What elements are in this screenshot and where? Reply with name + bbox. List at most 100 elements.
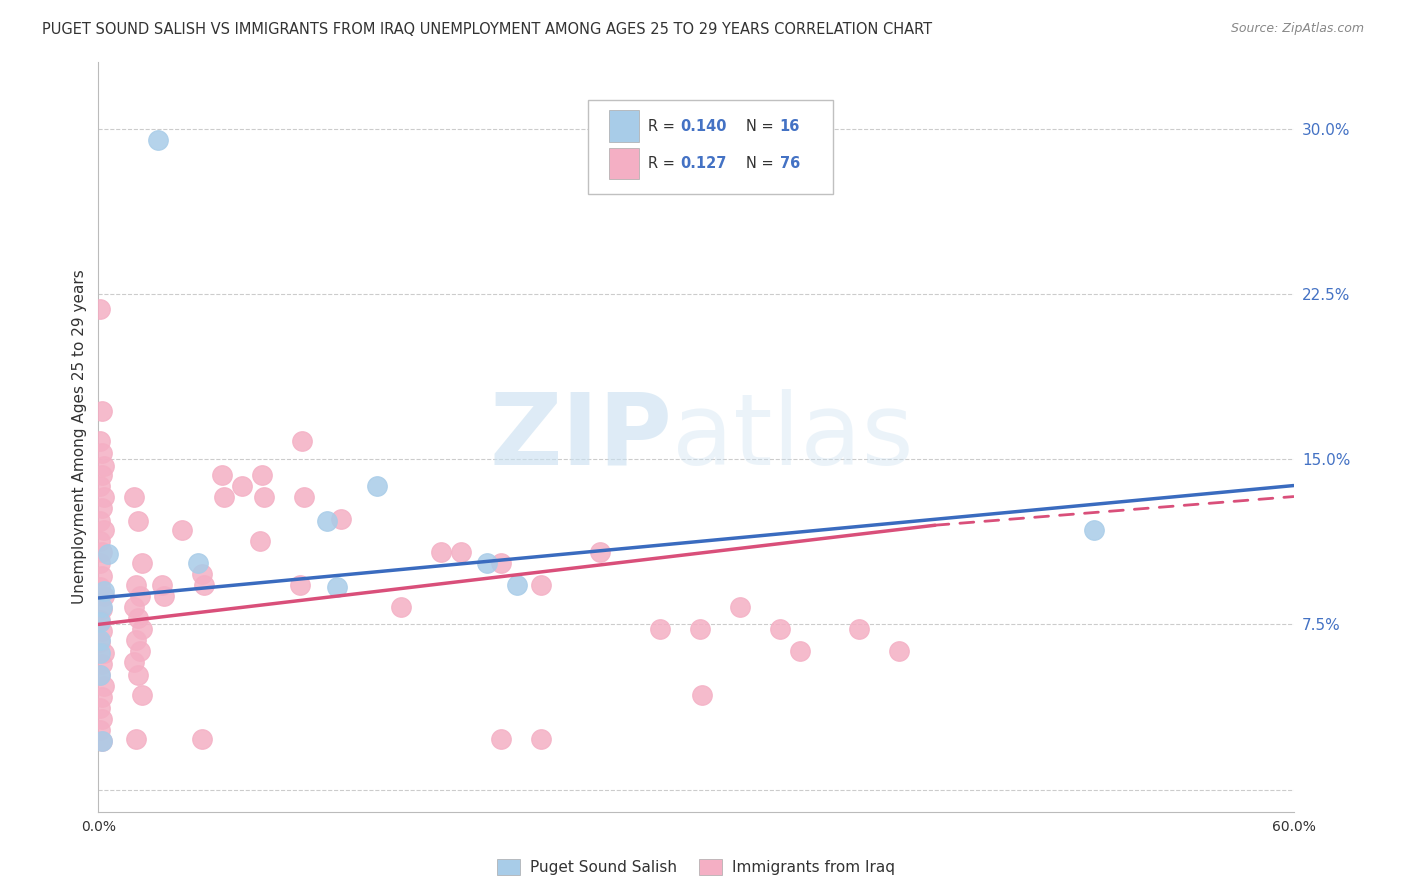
- Point: [89, 434, 111, 449]
- Point: [789, 644, 811, 658]
- Point: [250, 467, 273, 482]
- Point: [249, 533, 271, 548]
- Point: [124, 599, 146, 614]
- Point: [187, 556, 209, 570]
- Point: [129, 644, 152, 658]
- Point: [1083, 523, 1105, 537]
- Text: 0.127: 0.127: [681, 156, 727, 171]
- Point: [389, 599, 412, 614]
- Point: [125, 578, 148, 592]
- Point: [89, 580, 111, 594]
- Point: [689, 622, 711, 636]
- Text: N =: N =: [747, 119, 779, 134]
- Point: [91, 734, 114, 748]
- Text: PUGET SOUND SALISH VS IMMIGRANTS FROM IRAQ UNEMPLOYMENT AMONG AGES 25 TO 29 YEAR: PUGET SOUND SALISH VS IMMIGRANTS FROM IR…: [42, 22, 932, 37]
- Point: [212, 490, 235, 504]
- Point: [728, 599, 751, 614]
- Point: [91, 569, 114, 583]
- Point: [124, 655, 146, 669]
- Point: [330, 511, 353, 525]
- Text: R =: R =: [648, 119, 679, 134]
- Point: [93, 458, 115, 473]
- Point: [231, 478, 253, 492]
- Point: [91, 690, 114, 705]
- Point: [153, 589, 176, 603]
- Point: [366, 478, 388, 492]
- Point: [91, 403, 114, 417]
- Point: [124, 490, 146, 504]
- Point: [131, 688, 153, 702]
- Point: [93, 589, 115, 603]
- Point: [89, 635, 111, 649]
- Text: 76: 76: [780, 156, 800, 171]
- Point: [131, 622, 153, 636]
- Point: [89, 514, 111, 528]
- Point: [127, 611, 149, 625]
- Point: [91, 500, 114, 515]
- Point: [489, 556, 512, 570]
- Point: [172, 523, 194, 537]
- Point: [506, 578, 529, 592]
- Point: [89, 615, 111, 630]
- Point: [489, 731, 512, 746]
- Point: [91, 599, 114, 614]
- Point: [89, 668, 111, 682]
- Point: [211, 467, 233, 482]
- Point: [769, 622, 792, 636]
- Point: [191, 566, 214, 581]
- Point: [93, 523, 115, 537]
- Point: [589, 544, 612, 558]
- Point: [93, 584, 115, 599]
- Text: Source: ZipAtlas.com: Source: ZipAtlas.com: [1230, 22, 1364, 36]
- Text: R =: R =: [648, 156, 679, 171]
- Point: [93, 490, 115, 504]
- Point: [193, 578, 215, 592]
- Point: [129, 589, 152, 603]
- Point: [475, 556, 498, 570]
- Point: [430, 544, 453, 558]
- Point: [648, 622, 672, 636]
- Point: [848, 622, 870, 636]
- Text: 16: 16: [780, 119, 800, 134]
- Point: [91, 445, 114, 459]
- Text: atlas: atlas: [672, 389, 914, 485]
- Point: [93, 646, 115, 660]
- Point: [89, 533, 111, 548]
- Point: [530, 731, 553, 746]
- Point: [89, 646, 111, 660]
- Point: [191, 731, 214, 746]
- Point: [253, 490, 276, 504]
- Point: [89, 701, 111, 715]
- Point: [89, 632, 111, 647]
- Point: [89, 478, 111, 492]
- Point: [89, 556, 111, 570]
- Point: [125, 632, 148, 647]
- Point: [148, 132, 170, 146]
- Point: [291, 434, 314, 449]
- Point: [91, 624, 114, 638]
- Point: [91, 467, 114, 482]
- Point: [450, 544, 472, 558]
- Point: [91, 712, 114, 726]
- Point: [89, 668, 111, 682]
- Point: [288, 578, 311, 592]
- Point: [326, 580, 349, 594]
- Point: [91, 602, 114, 616]
- Point: [316, 514, 339, 528]
- Point: [889, 644, 911, 658]
- Point: [131, 556, 153, 570]
- Point: [292, 490, 315, 504]
- Point: [97, 547, 120, 561]
- Point: [89, 613, 111, 627]
- FancyBboxPatch shape: [609, 111, 638, 142]
- Text: 0.140: 0.140: [681, 119, 727, 134]
- Point: [150, 578, 173, 592]
- Point: [93, 679, 115, 693]
- Point: [89, 723, 111, 738]
- Point: [127, 514, 149, 528]
- Point: [127, 668, 149, 682]
- Point: [91, 734, 114, 748]
- FancyBboxPatch shape: [609, 148, 638, 179]
- Text: ZIP: ZIP: [489, 389, 672, 485]
- Point: [690, 688, 713, 702]
